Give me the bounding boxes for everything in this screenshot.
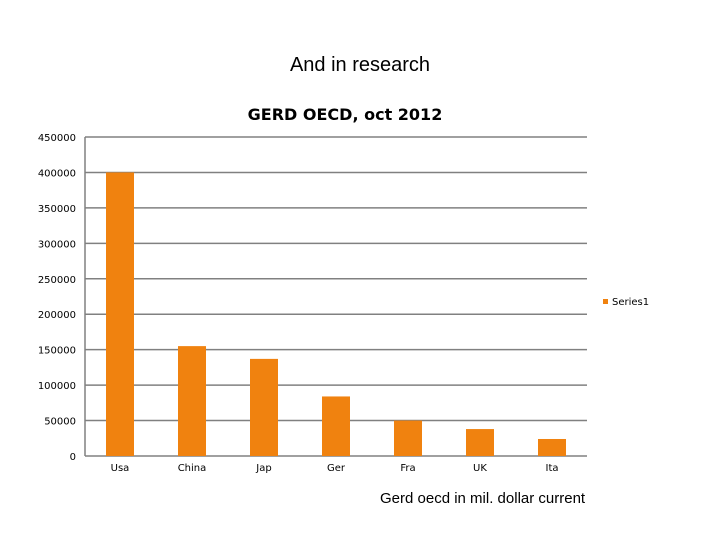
bar-uk: [466, 429, 494, 456]
y-axis-ticks: 0 50000 100000 150000 200000 250000 300000 3500…: [38, 133, 76, 463]
y-tick-label: 300000: [38, 239, 76, 250]
y-tick-label: 50000: [44, 417, 76, 428]
bar-ger: [322, 396, 350, 456]
y-tick-label: 250000: [38, 275, 76, 286]
y-tick-label: 400000: [38, 168, 76, 179]
x-tick-label: Fra: [400, 463, 415, 474]
x-tick-label: Ger: [327, 463, 346, 474]
legend-label: Series1: [612, 297, 649, 308]
y-tick-label: 150000: [38, 346, 76, 357]
bar-jap: [250, 358, 278, 456]
chart-title: GERD OECD, oct 2012: [248, 105, 443, 124]
y-tick-label: 350000: [38, 204, 76, 215]
slide-title: And in research: [289, 54, 431, 76]
x-tick-label: Ita: [546, 463, 559, 474]
y-tick-label: 100000: [38, 381, 76, 392]
y-tick-label: 200000: [38, 310, 76, 321]
x-tick-label: UK: [473, 463, 487, 474]
chart-caption: Gerd oecd in mil. dollar current: [380, 490, 586, 507]
x-tick-label: Jap: [255, 463, 271, 474]
y-tick-label: 450000: [38, 133, 76, 144]
legend: Series1: [603, 297, 649, 308]
bar-ita: [538, 438, 566, 456]
legend-swatch: [603, 299, 608, 304]
bar-usa: [106, 172, 134, 456]
x-axis-ticks: Usa China Jap Ger Fra UK Ita: [111, 463, 559, 474]
y-tick-label: 0: [70, 452, 76, 463]
bar-fra: [394, 420, 422, 456]
x-tick-label: China: [178, 463, 207, 474]
bar-china: [178, 346, 206, 456]
bars: [106, 172, 566, 456]
x-tick-label: Usa: [111, 463, 130, 474]
